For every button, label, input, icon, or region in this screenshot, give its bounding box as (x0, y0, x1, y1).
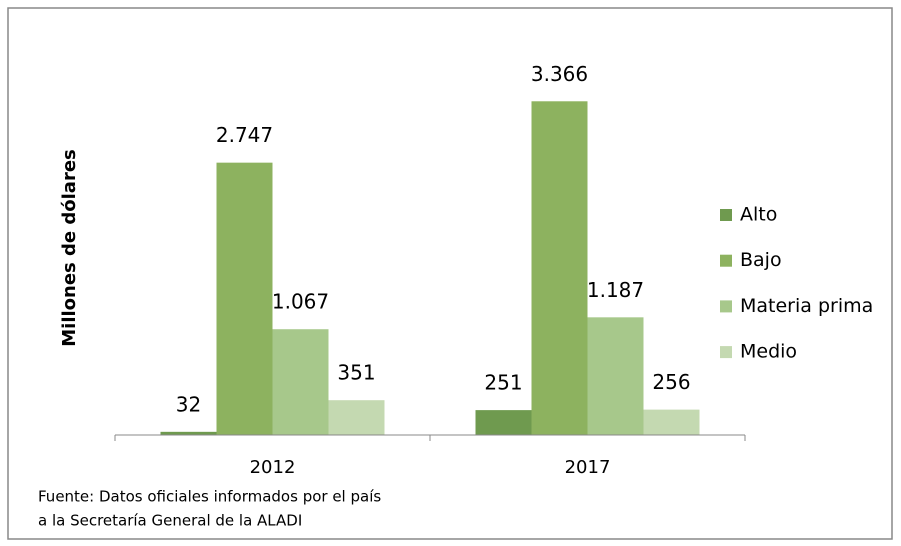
chart-frame (7, 7, 893, 540)
legend-label: Alto (740, 204, 777, 226)
bar (643, 409, 700, 435)
value-label: 251 (484, 371, 522, 395)
value-label: 2.747 (216, 123, 273, 147)
value-label: 351 (337, 361, 375, 385)
x-tick-label: 2012 (250, 457, 296, 478)
legend-swatch (720, 300, 732, 313)
bar (328, 400, 385, 435)
legend-label: Materia prima (740, 295, 873, 317)
bar (475, 410, 532, 435)
value-label: 1.067 (272, 290, 329, 314)
value-label: 3.366 (531, 62, 588, 86)
source-note: a la Secretaría General de la ALADI (38, 512, 302, 530)
bar (160, 431, 217, 435)
value-label: 32 (176, 392, 201, 416)
legend-label: Medio (740, 341, 797, 363)
y-axis-label: Millones de dólares (59, 149, 80, 347)
legend-label: Bajo (740, 249, 782, 271)
bar (216, 162, 273, 435)
legend-swatch (720, 254, 732, 267)
value-label: 256 (652, 370, 690, 394)
x-tick-label: 2017 (565, 457, 611, 478)
bar (272, 329, 329, 435)
value-label: 1.187 (587, 278, 644, 302)
legend-swatch (720, 346, 732, 359)
bar (587, 317, 644, 435)
source-note: Fuente: Datos oficiales informados por e… (38, 488, 381, 506)
bar (531, 101, 588, 435)
legend-swatch (720, 209, 732, 221)
